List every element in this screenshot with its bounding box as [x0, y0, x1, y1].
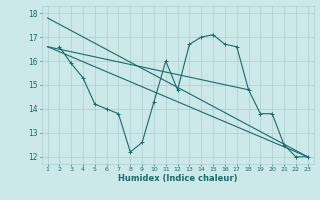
- X-axis label: Humidex (Indice chaleur): Humidex (Indice chaleur): [118, 174, 237, 183]
